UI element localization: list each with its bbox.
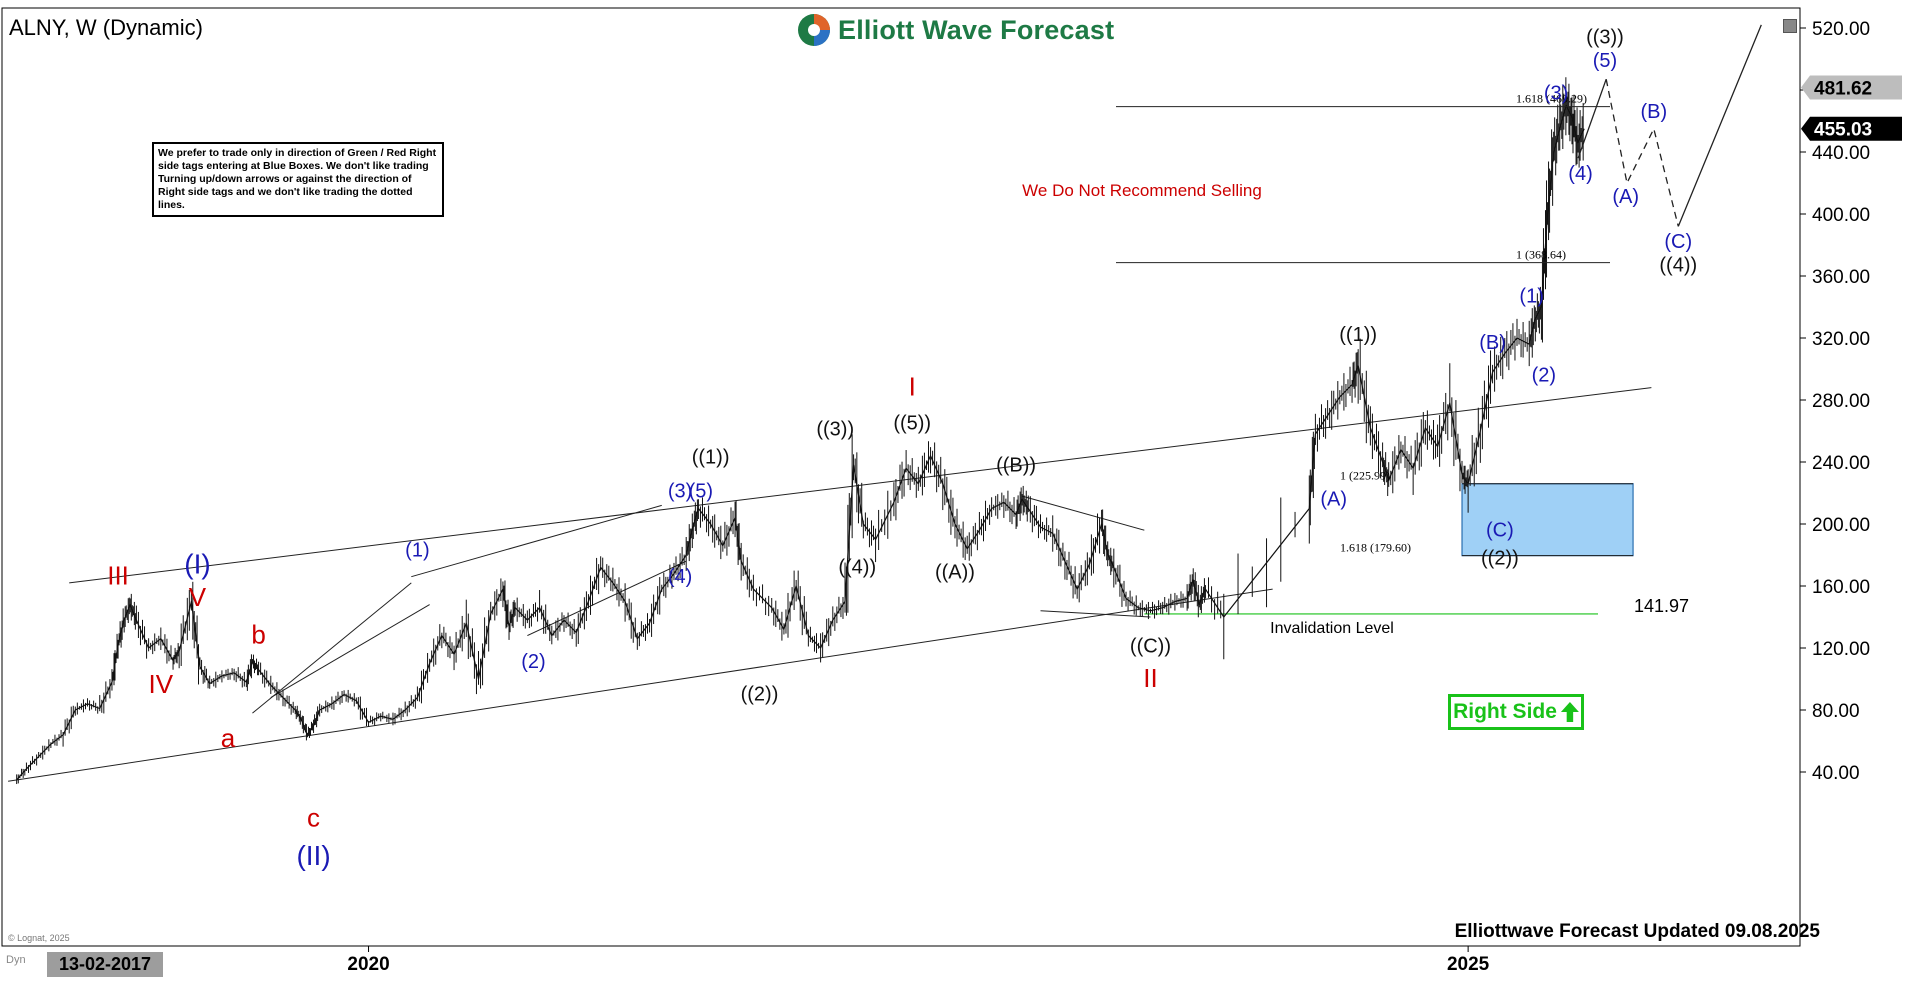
price-tag <box>1801 75 1902 100</box>
fib-label: 1 (225.99) <box>1340 469 1390 483</box>
wave-label: (4) <box>1568 163 1592 185</box>
dyn-label: Dyn <box>6 954 26 966</box>
wave-label: (5) <box>689 481 713 503</box>
projection-dashed <box>1605 79 1679 227</box>
wave-label: (C) <box>1486 519 1514 541</box>
wave-label: c <box>307 802 320 832</box>
invalidation-value: 141.97 <box>1634 596 1689 616</box>
trendline <box>1022 495 1145 531</box>
wave-label: (II) <box>296 840 330 871</box>
wave-label: III <box>107 560 129 590</box>
wave-label: b <box>251 619 265 649</box>
right-side-tag: Right Side <box>1448 694 1584 730</box>
wave-label: IV <box>149 669 174 699</box>
y-tick-label: 520.00 <box>1812 19 1870 40</box>
logo-icon <box>798 14 830 46</box>
right-side-label: Right Side <box>1453 700 1557 723</box>
fib-label: 1.618 (179.60) <box>1340 541 1411 555</box>
wave-label: (2) <box>521 651 545 673</box>
trendline-layer: Invalidation Level 141.97 <box>8 387 1689 782</box>
wave-label: V <box>189 582 207 612</box>
start-date-tag: 13-02-2017 <box>47 952 163 977</box>
wave-label: (B) <box>1640 101 1667 123</box>
y-tick-label: 320.00 <box>1812 329 1870 350</box>
plot-frame <box>1 7 1801 947</box>
fib-label: 1.618 (469.29) <box>1516 92 1587 106</box>
wave-label: ((2)) <box>741 684 779 706</box>
trendline <box>527 560 687 637</box>
fib-label: 1 (368.64) <box>1516 248 1566 262</box>
wave-label: (5) <box>1593 50 1617 72</box>
wave-label: (C) <box>1664 231 1692 253</box>
chart-frame <box>1 7 1801 947</box>
y-tick-label: 40.00 <box>1812 763 1860 784</box>
y-tick-label: 200.00 <box>1812 515 1870 536</box>
wave-label: (1) <box>405 540 429 562</box>
y-tick-label: 120.00 <box>1812 639 1870 660</box>
trendline <box>252 582 412 714</box>
wave-label: (3) <box>1544 82 1568 104</box>
wave-label: (2) <box>1532 364 1556 386</box>
price-tag-label: 455.03 <box>1814 120 1872 141</box>
wave-label: ((1)) <box>1339 324 1377 346</box>
projection-up <box>1677 24 1762 227</box>
projection-solid <box>1577 78 1607 159</box>
brand-logo: Elliott Wave Forecast <box>796 10 1114 50</box>
wave-label: ((A)) <box>935 561 975 583</box>
brand-name: Elliott Wave Forecast <box>838 14 1115 45</box>
wave-label: I <box>909 371 916 401</box>
window-restore-icon[interactable] <box>1783 19 1797 33</box>
projection-layer <box>1577 24 1762 227</box>
trading-notice: We prefer to trade only in direction of … <box>152 142 444 217</box>
y-tick-label: 360.00 <box>1812 267 1870 288</box>
chart-title: ALNY, W (Dynamic) <box>9 15 203 40</box>
arrow-up-icon <box>1560 702 1579 722</box>
y-tick-label: 240.00 <box>1812 453 1870 474</box>
trendline <box>1040 610 1151 618</box>
y-tick-label: 160.00 <box>1812 577 1870 598</box>
trendline <box>8 588 1273 782</box>
wave-label: (B) <box>1479 332 1506 354</box>
wave-label: II <box>1143 663 1157 693</box>
y-tick-label: 440.00 <box>1812 143 1870 164</box>
wave-label: (A) <box>1612 186 1639 208</box>
price-tag <box>1801 116 1902 141</box>
wave-label: (1) <box>1519 285 1543 307</box>
trendline <box>270 604 430 699</box>
wave-label: ((4)) <box>1659 254 1697 276</box>
price-series <box>16 77 1585 785</box>
y-tick-label: 80.00 <box>1812 701 1860 722</box>
x-tick-label: 2020 <box>347 954 389 975</box>
copyright-text: © Lognat, 2025 <box>8 933 70 943</box>
recommendation-text: We Do Not Recommend Selling <box>1022 181 1262 200</box>
y-tick-label: 400.00 <box>1812 205 1870 226</box>
wave-label: (3) <box>668 481 692 503</box>
trendline <box>69 387 1652 584</box>
wave-labels-layer: (I)VIIIIVabc(II)(1)(2)(3)(5)((1))(4)((2)… <box>107 27 1697 872</box>
wave-label: ((3)) <box>1586 27 1624 49</box>
y-tick-label: 280.00 <box>1812 391 1870 412</box>
price-tag-label: 481.62 <box>1814 78 1872 99</box>
wave-label: ((B)) <box>996 454 1036 476</box>
invalidation-label: Invalidation Level <box>1270 620 1394 637</box>
wave-label: ((1)) <box>692 447 730 469</box>
fib-levels-layer: 1.618 (469.29) 1 (368.64) 1 (225.99) 1.618 … <box>1022 92 1634 557</box>
x-tick-label: 2025 <box>1447 954 1490 975</box>
trendline <box>411 504 662 578</box>
forecast-updated: Elliottwave Forecast Updated 09.08.2025 <box>1454 921 1820 942</box>
wave-label: ((4)) <box>838 557 876 579</box>
wave-label: ((5)) <box>893 412 931 434</box>
wave-label: a <box>221 723 236 753</box>
wave-label: ((3)) <box>816 419 854 441</box>
wave-label: ((2)) <box>1481 547 1519 569</box>
wave-label: ((C)) <box>1130 636 1171 658</box>
axes-layer: 520.00480.00440.00400.00360.00320.00280.… <box>347 19 1902 975</box>
wave-label: (A) <box>1320 488 1347 510</box>
wave-label: (4) <box>668 566 692 588</box>
wave-label: (I) <box>184 549 210 580</box>
